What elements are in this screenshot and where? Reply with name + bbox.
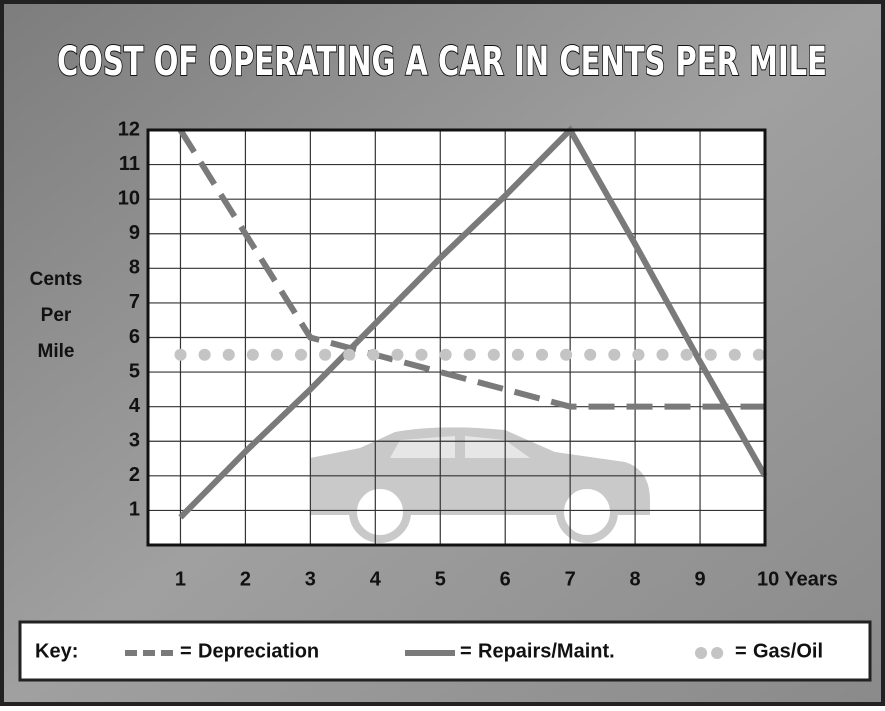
x-tick-label: 2: [240, 568, 251, 590]
legend-label: Depreciation: [198, 640, 319, 662]
x-tick-label: 9: [694, 568, 705, 590]
x-tick-label: 8: [630, 568, 641, 590]
y-tick-label: 3: [129, 430, 140, 452]
series-line: [178, 125, 768, 520]
x-tick-label: 7: [565, 568, 576, 590]
legend-title: Key:: [35, 640, 78, 662]
legend-separator: =: [735, 640, 747, 662]
y-axis-label: Cents Per Mile: [30, 269, 83, 362]
y-tick-label: 7: [129, 291, 140, 313]
x-tick-label: 3: [305, 568, 316, 590]
y-tick-label: 6: [129, 326, 140, 348]
y-tick-label: 12: [118, 118, 140, 140]
y-tick-label: 2: [129, 464, 140, 486]
x-tick-label: 1: [175, 568, 186, 590]
y-tick-label: 10: [118, 187, 140, 209]
x-tick-label: 6: [500, 568, 511, 590]
y-tick-label: 4: [129, 395, 141, 417]
y-tick-label: 9: [129, 222, 140, 244]
y-tick-label: 5: [129, 360, 140, 382]
legend-label: Repairs/Maint.: [478, 640, 615, 662]
x-tick-label: 4: [370, 568, 382, 590]
legend-separator: =: [180, 640, 192, 662]
y-tick-label: 11: [119, 153, 140, 175]
legend-label: Gas/Oil: [753, 640, 823, 662]
plot-border: [146, 128, 767, 547]
x-tick-label: 5: [435, 568, 446, 590]
y-tick-label: 8: [129, 257, 140, 279]
series-line: [177, 128, 765, 410]
car-illustration: [310, 427, 650, 543]
legend-separator: =: [460, 640, 472, 662]
x-tick-label: 10 Years: [757, 568, 838, 590]
y-tick-label: 1: [129, 499, 140, 521]
chart-title: COST OF OPERATING A CAR IN CENTS PER MIL…: [57, 39, 827, 85]
